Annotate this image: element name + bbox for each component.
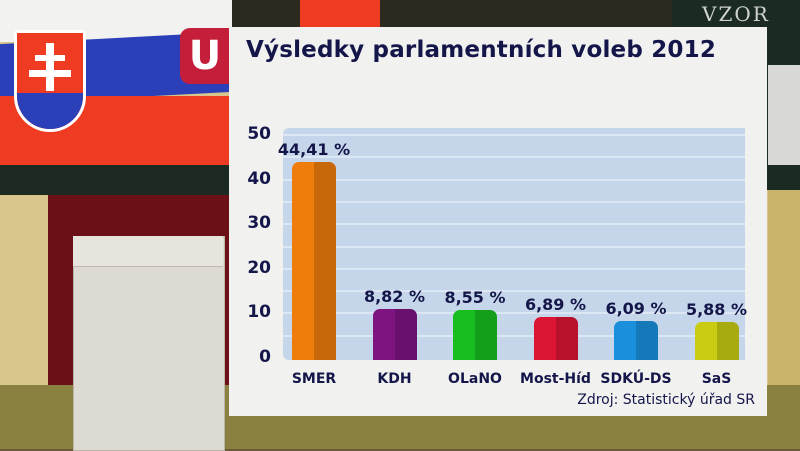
slovak-flag bbox=[0, 0, 232, 165]
bar-most-híd bbox=[533, 317, 578, 360]
gridline bbox=[283, 334, 745, 337]
value-label: 8,55 % bbox=[444, 287, 506, 307]
gridline bbox=[283, 178, 745, 181]
y-tick-label: 50 bbox=[247, 124, 271, 144]
bar-olano bbox=[453, 309, 497, 360]
chart-panel: Výsledky parlamentních voleb 2012 50 40 30… bbox=[229, 27, 767, 416]
y-tick-label: 30 bbox=[247, 213, 271, 234]
source-note: Zdroj: Statistický úřad SR bbox=[577, 392, 755, 408]
bar-smer bbox=[292, 161, 336, 360]
gridline bbox=[283, 312, 745, 315]
value-label: 8,82 % bbox=[363, 286, 426, 306]
x-tick-label: SMER bbox=[291, 371, 337, 387]
chart-title: Výsledky parlamentních voleb 2012 bbox=[246, 37, 717, 63]
y-tick-label: 10 bbox=[247, 302, 271, 323]
background-flag bbox=[300, 0, 380, 28]
bar-sas bbox=[694, 321, 739, 360]
gridline bbox=[283, 267, 745, 270]
wall-post bbox=[768, 190, 800, 390]
x-tick-label: KDH bbox=[377, 371, 412, 387]
plot-area bbox=[283, 128, 745, 360]
chalkboard-text: VZOR bbox=[702, 2, 770, 26]
paper-sheet bbox=[768, 65, 800, 165]
value-label: 6,09 % bbox=[605, 298, 667, 318]
x-tick-label: SaS bbox=[701, 371, 732, 387]
y-tick-label: 20 bbox=[247, 257, 271, 278]
x-tick-label: OLaNO bbox=[448, 371, 502, 387]
ballot-box bbox=[73, 236, 225, 451]
gridline bbox=[283, 245, 745, 248]
value-label: 6,89 % bbox=[524, 295, 587, 315]
value-label: 44,41 % bbox=[277, 139, 351, 159]
x-tick-label: SDKÚ-DS bbox=[600, 371, 672, 387]
coat-of-arms-icon bbox=[14, 30, 86, 132]
bar-sdkú-ds bbox=[614, 320, 658, 360]
y-tick-label: 0 bbox=[259, 347, 271, 367]
gridline bbox=[283, 134, 745, 136]
ballot-box-lid bbox=[73, 236, 223, 267]
gridline bbox=[283, 156, 745, 159]
value-label: 5,88 % bbox=[685, 299, 748, 319]
gridline bbox=[283, 200, 745, 203]
x-tick-label: Most-Híd bbox=[520, 371, 591, 387]
gridline bbox=[283, 223, 745, 226]
gridline bbox=[283, 290, 745, 293]
broadcaster-logo: U bbox=[180, 28, 230, 84]
bar-kdh bbox=[372, 308, 417, 360]
y-tick-label: 40 bbox=[247, 168, 271, 189]
beam bbox=[0, 165, 232, 195]
